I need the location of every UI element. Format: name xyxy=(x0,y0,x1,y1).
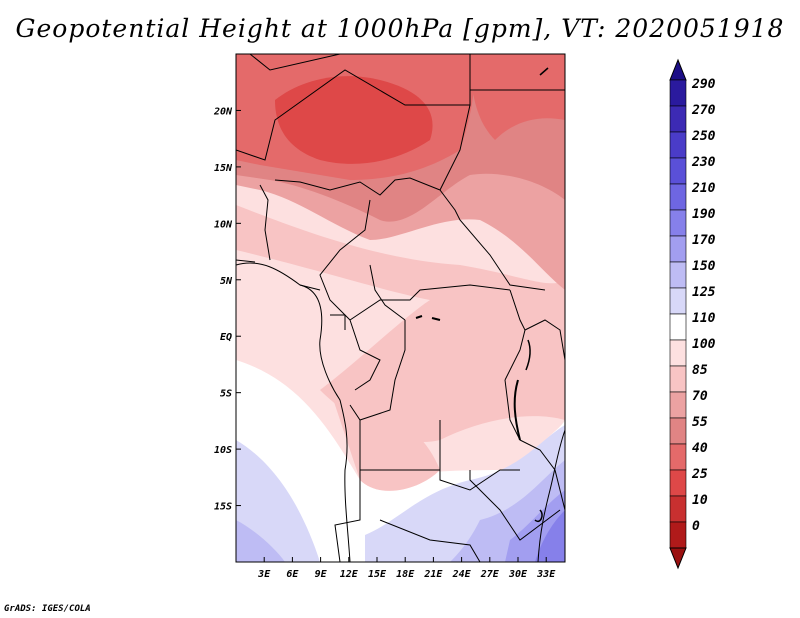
country-boundaries xyxy=(236,54,565,562)
lon-tick-label: 30E xyxy=(508,569,528,580)
lat-tick-label: EQ xyxy=(220,332,232,343)
lon-tick-label: 27E xyxy=(480,569,500,580)
lat-tick-label: 5S xyxy=(220,389,232,400)
lat-tick-label: 15S xyxy=(214,502,232,513)
lon-tick-label: 3E xyxy=(257,569,271,580)
lat-tick-label: 20N xyxy=(213,106,233,117)
lat-tick-label: 10N xyxy=(214,219,233,230)
field-band-85 xyxy=(236,205,565,442)
field-band-40-e xyxy=(470,54,565,140)
height-field xyxy=(236,54,565,562)
coastline-east xyxy=(537,429,565,562)
lon-tick-label: 6E xyxy=(286,569,299,580)
field-band-125-sw xyxy=(236,440,320,562)
lon-tick-label: 21E xyxy=(423,569,443,580)
map-frame xyxy=(235,53,566,563)
lon-tick-label: 12E xyxy=(340,569,359,580)
map-title: Geopotential Height at 1000hPa [gpm], VT… xyxy=(15,14,785,43)
lon-tick-label: 15E xyxy=(368,569,387,580)
lat-tick-label: 10S xyxy=(214,445,232,456)
lon-tick-label: 24E xyxy=(452,569,472,580)
field-band-85-b xyxy=(330,390,440,491)
field-band-150-sw xyxy=(236,520,285,562)
lon-tick-label: 33E xyxy=(536,569,556,580)
coastline xyxy=(236,262,351,562)
lat-axis: 20N 15N 10N 5N EQ 5S 10S 15S xyxy=(213,106,241,513)
lat-tick-label: 5N xyxy=(220,276,233,287)
lon-tick-label: 9E xyxy=(315,569,328,580)
field-band-190-se xyxy=(535,510,565,562)
lon-axis: 3E 6E 9E 12E 15E 18E 21E 24E 27E 30E 33E xyxy=(257,557,556,580)
lon-tick-label: 18E xyxy=(396,569,415,580)
lat-tick-label: 15N xyxy=(214,163,233,174)
grads-credit: GrADS: IGES/COLA xyxy=(4,604,91,614)
